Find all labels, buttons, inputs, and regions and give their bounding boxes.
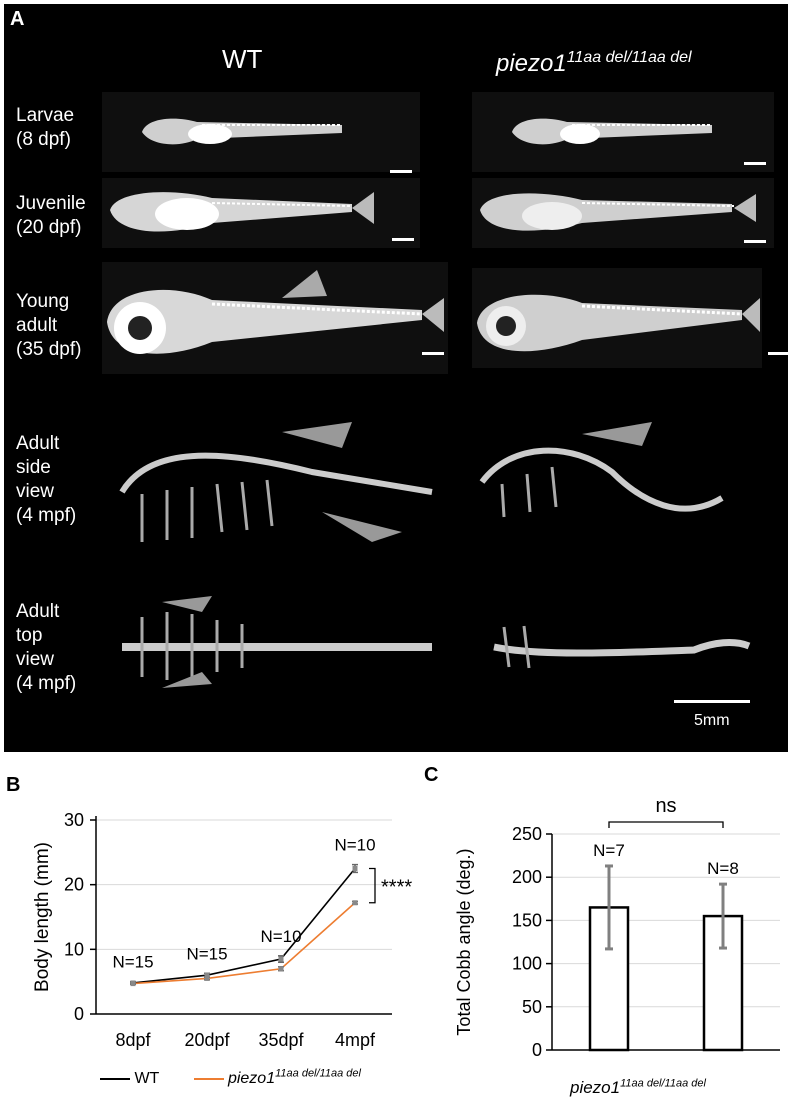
row-label-juvenile: Juvenile (20 dpf) bbox=[16, 193, 86, 238]
image-adult-top-wt bbox=[112, 592, 442, 692]
y-tick-label: 0 bbox=[74, 1004, 84, 1024]
y-tick-label: 50 bbox=[522, 997, 542, 1017]
data-point bbox=[352, 866, 358, 871]
data-point bbox=[278, 966, 284, 972]
scale-bar-5mm bbox=[674, 700, 750, 703]
scale-bar bbox=[768, 352, 788, 355]
significance-bracket bbox=[369, 867, 376, 904]
chart-c-xlabel: piezo111aa del/11aa del bbox=[570, 1077, 706, 1097]
data-point bbox=[278, 956, 284, 962]
y-tick-label: 100 bbox=[512, 954, 542, 974]
image-larvae-mutant bbox=[472, 92, 774, 172]
scale-bar bbox=[390, 170, 412, 173]
n-annotation: N=7 bbox=[593, 841, 625, 860]
series-line bbox=[132, 867, 356, 984]
x-tick-label: 4mpf bbox=[335, 1030, 376, 1050]
panel-letter-b: B bbox=[6, 774, 21, 796]
n-annotation: N=10 bbox=[334, 836, 375, 855]
row-label-larvae: Larvae (8 dpf) bbox=[16, 105, 75, 150]
column-header-mutant: piezo111aa del/11aa del bbox=[496, 49, 692, 78]
n-annotation: N=8 bbox=[707, 859, 739, 878]
significance-label: ns bbox=[655, 795, 676, 817]
image-adult-top-mutant bbox=[484, 612, 754, 682]
scale-bar bbox=[422, 352, 444, 355]
significance-label: **** bbox=[381, 877, 412, 899]
chart-body-length: 0 10 20 30 Body length (mm) 8dpf 20dpf 35dpf 4mp… bbox=[32, 810, 412, 1050]
data-point bbox=[204, 972, 210, 978]
scale-bar bbox=[744, 240, 766, 243]
x-tick-label: 8dpf bbox=[115, 1030, 151, 1050]
legend-label-mutant: piezo111aa del/11aa del bbox=[227, 1067, 361, 1087]
image-juvenile-wt bbox=[102, 178, 420, 248]
row-label-adult-top: Adult top view (4 mpf) bbox=[16, 601, 77, 694]
scale-label: 5mm bbox=[694, 712, 730, 729]
image-adult-side-wt bbox=[112, 412, 442, 572]
y-tick-label: 10 bbox=[64, 939, 84, 959]
panel-letter-a: A bbox=[10, 8, 25, 30]
n-annotation: N=15 bbox=[112, 953, 153, 972]
image-young-adult-wt bbox=[102, 262, 448, 374]
y-tick-label: 200 bbox=[512, 867, 542, 887]
image-juvenile-mutant bbox=[472, 178, 774, 248]
series-line bbox=[132, 902, 356, 985]
significance-bracket bbox=[608, 821, 724, 828]
n-annotation: N=10 bbox=[260, 927, 301, 946]
scale-bar bbox=[392, 238, 414, 241]
chart-cobb-angle: 0 50 100 150 200 250 Total Cobb angle (deg.) N=… bbox=[454, 795, 780, 1060]
data-point bbox=[352, 900, 358, 906]
image-adult-side-mutant bbox=[472, 412, 742, 532]
panel-a-images: A WT piezo111aa del/11aa del Larvae (8 dp… bbox=[4, 4, 788, 752]
x-tick-label: 20dpf bbox=[184, 1030, 230, 1050]
row-label-young-adult: Young adult (35 dpf) bbox=[16, 291, 82, 360]
legend-swatch-wt bbox=[100, 1077, 130, 1080]
x-tick-label: 35dpf bbox=[258, 1030, 304, 1050]
y-axis-label: Body length (mm) bbox=[32, 842, 53, 992]
legend-label-wt: WT bbox=[134, 1070, 160, 1087]
y-tick-label: 30 bbox=[64, 810, 84, 830]
y-tick-label: 250 bbox=[512, 824, 542, 844]
scale-bar bbox=[744, 162, 766, 165]
data-point bbox=[130, 981, 136, 987]
y-tick-label: 0 bbox=[532, 1040, 542, 1060]
n-annotation: N=15 bbox=[186, 944, 227, 963]
y-tick-label: 20 bbox=[64, 875, 84, 895]
panel-letter-c: C bbox=[424, 764, 439, 786]
image-larvae-wt bbox=[102, 92, 420, 173]
legend: WT piezo111aa del/11aa del bbox=[100, 1067, 361, 1088]
data-point bbox=[204, 975, 210, 981]
row-label-adult-side: Adult side view (4 mpf) bbox=[16, 433, 77, 526]
y-tick-label: 150 bbox=[512, 910, 542, 930]
y-axis-label: Total Cobb angle (deg.) bbox=[454, 848, 474, 1035]
column-header-wt: WT bbox=[222, 44, 263, 74]
legend-swatch-mutant bbox=[193, 1077, 224, 1080]
image-young-adult-mutant bbox=[472, 268, 788, 368]
